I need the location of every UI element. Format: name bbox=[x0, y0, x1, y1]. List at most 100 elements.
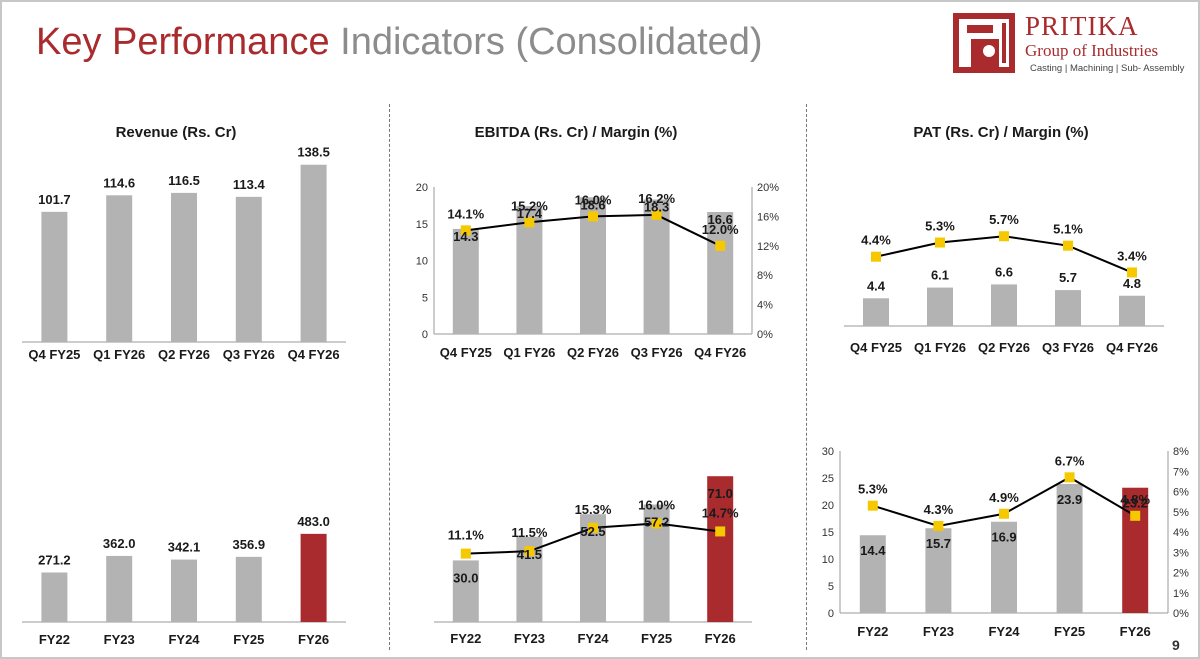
pritika-logo-icon bbox=[953, 13, 1015, 73]
ebitda-annual-margin-point bbox=[460, 548, 471, 559]
pat-quarterly-value-label: 6.1 bbox=[931, 268, 949, 283]
revenue-annual-bar bbox=[41, 572, 68, 622]
ebitda-annual-value-label: 71.0 bbox=[708, 486, 733, 501]
pat-annual-value-label: 23.9 bbox=[1057, 492, 1082, 507]
pat-annual-margin-label: 6.7% bbox=[1055, 453, 1085, 468]
pat-annual-y2-tick: 7% bbox=[1173, 466, 1189, 478]
ebitda-quarterly-y-tick: 10 bbox=[416, 256, 428, 268]
revenue-quarterly-category-label: Q1 FY26 bbox=[93, 347, 145, 362]
pat-annual-value-label: 16.9 bbox=[991, 530, 1016, 545]
ebitda-annual-category-label: FY22 bbox=[450, 631, 481, 646]
revenue-quarterly-category-label: Q4 FY25 bbox=[28, 347, 80, 362]
pat-annual-value-label: 15.7 bbox=[926, 536, 951, 551]
ebitda-annual-margin-point bbox=[524, 546, 535, 557]
revenue-quarterly-bar bbox=[235, 196, 262, 342]
ebitda-quarterly-margin-point bbox=[524, 217, 535, 228]
pat-annual-y2-tick: 1% bbox=[1173, 588, 1189, 600]
revenue-annual-bar bbox=[171, 559, 197, 622]
pat-annual-y-tick: 20 bbox=[822, 500, 834, 512]
ebitda-quarterly-y-tick: 5 bbox=[422, 292, 428, 304]
pat-annual-y2-tick: 4% bbox=[1173, 527, 1189, 539]
ebitda-quarterly-bar bbox=[516, 206, 543, 334]
logo-group: Group of Industries bbox=[1025, 41, 1159, 60]
revenue-annual-category-label: FY22 bbox=[39, 632, 70, 647]
page-title: Key Performance Indicators (Consolidated… bbox=[36, 18, 763, 66]
panel-divider-left bbox=[389, 104, 390, 650]
revenue-quarterly-title: Revenue (Rs. Cr) bbox=[116, 124, 237, 141]
ebitda-annual-margin-label: 11.1% bbox=[448, 528, 485, 543]
revenue-quarterly-bar bbox=[41, 211, 68, 342]
pat-annual-y2-tick: 8% bbox=[1173, 446, 1189, 458]
revenue-annual-value-label: 356.9 bbox=[233, 537, 266, 552]
panel-divider-right bbox=[806, 104, 807, 650]
pat-annual-margin-label: 4.9% bbox=[989, 490, 1019, 505]
pat-annual-y2-tick: 3% bbox=[1173, 547, 1189, 559]
pat-annual-category-label: FY23 bbox=[923, 624, 954, 639]
ebitda-quarterly-margin-label: 16.0% bbox=[575, 192, 612, 207]
ebitda-quarterly-y2-tick: 20% bbox=[757, 182, 779, 194]
ebitda-annual-category-label: FY26 bbox=[705, 631, 736, 646]
revenue-quarterly-category-label: Q4 FY26 bbox=[288, 347, 340, 362]
revenue-quarterly-value-label: 113.4 bbox=[233, 177, 266, 192]
ebitda-annual-margin-point bbox=[715, 526, 726, 537]
pat-quarterly-title: PAT (Rs. Cr) / Margin (%) bbox=[913, 124, 1088, 141]
pat-quarterly-margin-label: 5.1% bbox=[1053, 222, 1083, 237]
pat-quarterly-value-label: 4.4 bbox=[867, 278, 886, 293]
pat-annual-category-label: FY22 bbox=[857, 624, 888, 639]
logo-tagline: Casting | Machining | Sub- Assembly bbox=[1030, 63, 1185, 74]
pat-quarterly-value-label: 5.7 bbox=[1059, 270, 1077, 285]
ebitda-quarterly-margin-label: 15.2% bbox=[511, 198, 548, 213]
ebitda-annual-margin-label: 11.5% bbox=[511, 525, 548, 540]
pat-annual-y-tick: 15 bbox=[822, 527, 834, 539]
revenue-quarterly-value-label: 101.7 bbox=[38, 192, 71, 207]
ebitda-quarterly-value-label: 14.3 bbox=[453, 229, 478, 244]
ebitda-quarterly-value-label: 18.3 bbox=[644, 199, 669, 214]
ebitda-annual-bar bbox=[707, 476, 734, 622]
pat-quarterly-margin-label: 5.7% bbox=[989, 212, 1019, 227]
revenue-annual-bar bbox=[235, 556, 262, 622]
ebitda-quarterly-margin-point bbox=[651, 209, 662, 220]
pat-quarterly-bar bbox=[863, 298, 889, 326]
pat-annual-margin-point bbox=[867, 500, 878, 511]
ebitda-quarterly-margin-point bbox=[460, 225, 471, 236]
pat-annual-bar bbox=[859, 535, 886, 613]
ebitda-annual-margin-label: 16.0% bbox=[638, 497, 675, 512]
pat-quarterly-bar bbox=[927, 287, 953, 326]
ebitda-annual-margin-label: 14.7% bbox=[702, 505, 739, 520]
revenue-annual-value-label: 483.0 bbox=[297, 514, 330, 529]
ebitda-annual-category-label: FY23 bbox=[514, 631, 545, 646]
pat-quarterly-bar bbox=[1119, 295, 1145, 326]
ebitda-quarterly-y2-tick: 8% bbox=[757, 270, 773, 282]
pat-annual-bar bbox=[925, 528, 952, 613]
pat-quarterly-category-label: Q3 FY26 bbox=[1042, 340, 1094, 355]
revenue-annual-value-label: 342.1 bbox=[168, 540, 201, 555]
revenue-quarterly-category-label: Q2 FY26 bbox=[158, 347, 210, 362]
ebitda-quarterly-value-label: 16.6 bbox=[708, 212, 733, 227]
page-title-secondary: Indicators (Consolidated) bbox=[340, 21, 763, 63]
revenue-annual-value-label: 271.2 bbox=[38, 553, 71, 568]
page-title-primary: Key Performance bbox=[36, 21, 330, 63]
pat-annual-category-label: FY26 bbox=[1120, 624, 1151, 639]
company-logo: PRITIKA Group of Industries Casting | Ma… bbox=[953, 11, 1184, 75]
ebitda-quarterly-margin-point bbox=[715, 240, 726, 251]
ebitda-annual-margin-point bbox=[588, 522, 598, 533]
ebitda-quarterly-margin-label: 12.0% bbox=[702, 222, 739, 237]
revenue-annual-category-label: FY25 bbox=[233, 632, 264, 647]
ebitda-quarterly-y-tick: 15 bbox=[416, 219, 428, 231]
pat-annual-bar bbox=[1122, 487, 1149, 613]
page-number: 9 bbox=[1172, 637, 1180, 653]
ebitda-quarterly-category-label: Q4 FY26 bbox=[694, 345, 746, 360]
ebitda-annual-value-label: 41.5 bbox=[517, 547, 542, 562]
pat-annual-y-tick: 10 bbox=[822, 554, 834, 566]
revenue-quarterly-value-label: 138.5 bbox=[297, 145, 330, 160]
ebitda-quarterly-category-label: Q3 FY26 bbox=[631, 345, 683, 360]
revenue-quarterly-value-label: 116.5 bbox=[168, 173, 200, 188]
pat-annual-y-tick: 5 bbox=[828, 581, 834, 593]
pat-quarterly-value-label: 6.6 bbox=[995, 264, 1013, 279]
ebitda-quarterly-value-label: 18.6 bbox=[580, 197, 605, 212]
pat-annual-category-label: FY24 bbox=[988, 624, 1020, 639]
ebitda-annual-value-label: 52.5 bbox=[580, 524, 605, 539]
revenue-quarterly-value-label: 114.6 bbox=[103, 175, 135, 190]
